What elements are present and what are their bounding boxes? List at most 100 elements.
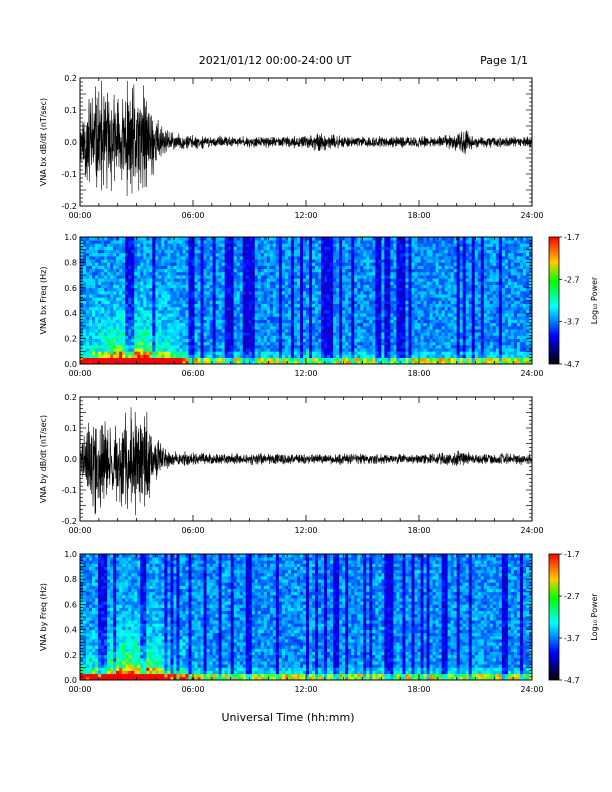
spectrogram-cell bbox=[396, 246, 400, 251]
spectrogram-cell bbox=[284, 357, 289, 362]
spectrogram-cell bbox=[215, 322, 219, 327]
spectrogram-cell bbox=[125, 357, 129, 362]
spectrogram-cell bbox=[239, 284, 244, 289]
spectrogram-cell bbox=[357, 278, 361, 282]
spectrogram-cell bbox=[324, 332, 328, 336]
spectrogram-cell bbox=[408, 341, 412, 346]
spectrogram-cell bbox=[393, 249, 397, 254]
waveform-trace bbox=[80, 80, 532, 197]
spectrogram-cell bbox=[284, 287, 289, 292]
spectrogram-cell bbox=[221, 281, 225, 285]
spectrogram-cell bbox=[227, 310, 232, 314]
spectrogram-cell bbox=[227, 332, 232, 336]
spectrogram-cell bbox=[248, 268, 253, 273]
spectrogram-cell bbox=[390, 275, 394, 279]
spectrogram-cell bbox=[197, 310, 201, 314]
spectrogram-cell bbox=[182, 335, 186, 339]
spectrogram-cell bbox=[324, 338, 328, 343]
spectrogram-cell bbox=[206, 300, 210, 305]
spectrogram-cell bbox=[441, 313, 445, 317]
spectrogram-cell bbox=[212, 281, 216, 285]
spectrogram-cell bbox=[101, 310, 105, 314]
spectrogram-cell bbox=[281, 259, 286, 263]
spectrogram-cell bbox=[360, 281, 364, 285]
spectrogram-cell bbox=[378, 316, 382, 320]
spectrogram-cell bbox=[146, 341, 150, 346]
spectrogram-cell bbox=[176, 275, 180, 279]
spectrogram-cell bbox=[306, 278, 310, 282]
spectrogram-cell bbox=[345, 341, 349, 346]
spectrogram-cell bbox=[89, 351, 93, 355]
spectrogram-cell bbox=[408, 306, 412, 311]
spectrogram-cell bbox=[89, 354, 93, 358]
spectrogram-cell bbox=[176, 290, 180, 295]
spectrogram-cell bbox=[345, 262, 349, 266]
spectrogram-cell bbox=[387, 271, 391, 276]
spectrogram-cell bbox=[290, 240, 295, 244]
spectrogram-cell bbox=[209, 303, 213, 308]
spectrogram-cell bbox=[215, 271, 219, 276]
spectrogram-cell bbox=[233, 268, 238, 273]
spectrogram-cell bbox=[128, 237, 132, 241]
spectrogram-cell bbox=[366, 335, 370, 339]
spectrogram-cell bbox=[143, 271, 147, 276]
spectrogram-cell bbox=[209, 360, 213, 365]
spectrogram-cell bbox=[435, 259, 439, 263]
spectrogram-cell bbox=[155, 351, 159, 355]
spectrogram-cell bbox=[218, 278, 222, 282]
spectrogram-cell bbox=[396, 325, 400, 330]
spectrogram-cell bbox=[158, 246, 162, 251]
spectrogram-cell bbox=[179, 237, 183, 241]
spectrogram-cell bbox=[161, 262, 165, 266]
spectrogram-cell bbox=[333, 351, 337, 355]
spectrogram-cell bbox=[230, 249, 235, 254]
spectrogram-cell bbox=[369, 351, 373, 355]
spectrogram-cell bbox=[179, 268, 183, 273]
spectrogram-cell bbox=[95, 290, 99, 295]
spectrogram-cell bbox=[155, 310, 159, 314]
spectrogram-cell bbox=[281, 335, 286, 339]
spectrogram-cell bbox=[92, 252, 96, 257]
spectrogram-cell bbox=[411, 246, 415, 251]
spectrogram-cell bbox=[188, 341, 192, 346]
spectrogram-cell bbox=[86, 249, 90, 254]
spectrogram-cell bbox=[194, 325, 198, 330]
spectrogram-cell bbox=[167, 243, 171, 247]
spectrogram-cell bbox=[366, 300, 370, 305]
spectrogram-cell bbox=[233, 275, 238, 279]
spectrogram-cell bbox=[227, 303, 232, 308]
spectrogram-cell bbox=[290, 338, 295, 343]
spectrogram-cell bbox=[140, 252, 144, 257]
spectrogram-cell bbox=[269, 268, 274, 273]
spectrogram-cell bbox=[188, 329, 192, 333]
spectrogram-cell bbox=[224, 348, 228, 352]
spectrogram-cell bbox=[327, 310, 331, 314]
spectrogram-cell bbox=[197, 338, 201, 343]
spectrogram-cell bbox=[131, 354, 135, 358]
spectrogram-cell bbox=[327, 287, 331, 292]
spectrogram-cell bbox=[89, 313, 93, 317]
spectrogram-cell bbox=[378, 275, 382, 279]
spectrogram-cell bbox=[182, 281, 186, 285]
spectrogram-cell bbox=[245, 310, 250, 314]
spectrogram-cell bbox=[218, 325, 222, 330]
spectrogram-cell bbox=[170, 310, 174, 314]
spectrogram-cell bbox=[287, 297, 292, 301]
spectrogram-cell bbox=[104, 275, 108, 279]
spectrogram-cell bbox=[354, 341, 358, 346]
spectrogram-cell bbox=[348, 310, 352, 314]
spectrogram-cell bbox=[363, 325, 367, 330]
spectrogram-cell bbox=[369, 297, 373, 301]
spectrogram-cell bbox=[194, 240, 198, 244]
spectrogram-cell bbox=[107, 275, 111, 279]
spectrogram-cell bbox=[360, 335, 364, 339]
spectrogram-cell bbox=[366, 249, 370, 254]
spectrogram-cell bbox=[197, 348, 201, 352]
spectrogram-cell bbox=[299, 259, 304, 263]
spectrogram-cell bbox=[146, 249, 150, 254]
spectrogram-cell bbox=[227, 322, 232, 327]
spectrogram-cell bbox=[197, 290, 201, 295]
spectrogram-cell bbox=[387, 246, 391, 251]
spectrogram-cell bbox=[275, 348, 280, 352]
spectrogram-cell bbox=[312, 338, 316, 343]
